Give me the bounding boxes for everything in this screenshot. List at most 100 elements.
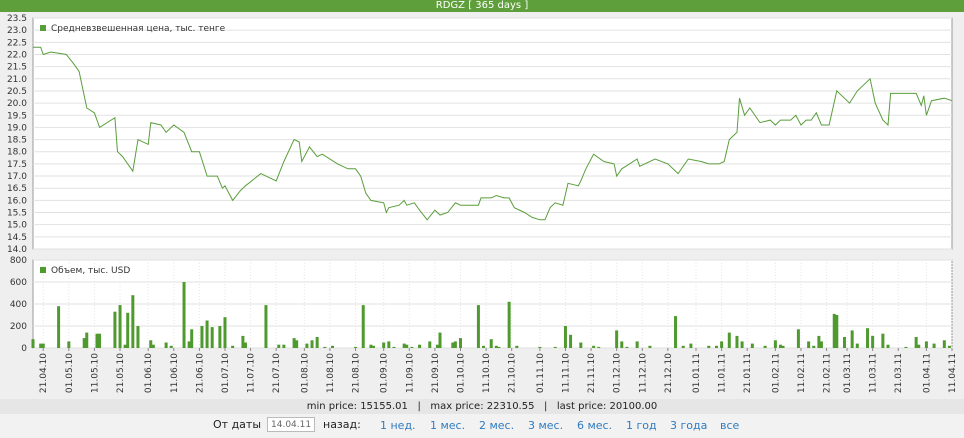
- volume-bar: [924, 341, 928, 348]
- y-tick-label: 14.0: [7, 245, 27, 255]
- x-tick-label: 21.08.10: [352, 353, 362, 393]
- x-tick-label: 01.08.10: [300, 353, 310, 393]
- period-link[interactable]: 1 мес.: [430, 419, 466, 432]
- x-tick-label: 11.02.11: [797, 353, 807, 393]
- volume-bar: [292, 338, 296, 348]
- volume-bar: [553, 346, 557, 348]
- volume-bar: [182, 282, 186, 348]
- price-line: [33, 46, 953, 221]
- volume-bar: [796, 329, 800, 348]
- volume-bar: [832, 313, 836, 348]
- volume-bar: [371, 345, 375, 348]
- volume-bar: [210, 327, 214, 348]
- legend-label: Средневзвешенная цена, тыс. тенге: [51, 24, 226, 34]
- volume-bar: [773, 340, 777, 348]
- volume-bar: [735, 335, 739, 348]
- y-tick-label: 22.5: [7, 38, 27, 48]
- volume-bar: [241, 335, 245, 348]
- volume-bar: [382, 342, 386, 348]
- volume-bar: [435, 344, 439, 348]
- volume-bar: [67, 341, 71, 348]
- volume-bar: [615, 330, 619, 348]
- x-tick-label: 11.09.10: [405, 353, 415, 393]
- y-tick-label: 800: [10, 256, 27, 266]
- volume-bar: [131, 295, 135, 348]
- legend-swatch: [40, 25, 46, 31]
- volume-bar: [763, 345, 767, 348]
- y-tick-label: 19.5: [7, 111, 27, 121]
- x-tick-label: 11.12.10: [638, 353, 648, 393]
- volume-bar: [223, 317, 227, 348]
- y-tick-label: 15.0: [7, 221, 27, 231]
- volume-bar: [277, 344, 281, 348]
- x-tick-label: 21.12.10: [664, 353, 674, 393]
- volume-bar: [402, 343, 406, 348]
- x-tick-label: 01.03.11: [843, 353, 853, 393]
- y-tick-label: 16.0: [7, 196, 27, 206]
- volume-bar: [410, 346, 414, 348]
- volume-bar: [707, 345, 711, 348]
- period-link[interactable]: 3 мес.: [528, 419, 564, 432]
- volume-bar: [354, 346, 358, 348]
- volume-bar: [205, 320, 209, 348]
- x-tick-label: 21.07.10: [272, 353, 282, 393]
- volume-bar: [41, 343, 45, 348]
- x-tick-label: 11.05.10: [90, 353, 100, 393]
- volume-bar: [579, 342, 583, 348]
- period-link[interactable]: 6 мес.: [577, 419, 613, 432]
- y-tick-label: 19.0: [7, 123, 27, 133]
- volume-bar: [482, 345, 486, 348]
- x-tick-label: 21.11.10: [587, 353, 597, 393]
- period-link[interactable]: 1 год: [626, 419, 657, 432]
- volume-bar: [871, 335, 875, 348]
- plot-area: [32, 17, 953, 250]
- volume-bar: [648, 345, 652, 348]
- volume-bar: [681, 345, 685, 348]
- volume-bar: [538, 346, 542, 348]
- volume-bar: [136, 326, 140, 348]
- volume-bar: [625, 346, 629, 348]
- volume-bar: [95, 333, 99, 348]
- volume-bar: [169, 345, 173, 348]
- y-tick-label: 15.5: [7, 209, 27, 219]
- volume-bar: [392, 346, 396, 348]
- period-link[interactable]: 1 нед.: [380, 419, 416, 432]
- volume-bar: [85, 332, 89, 348]
- volume-bar: [563, 326, 567, 348]
- volume-bar: [942, 340, 946, 348]
- y-tick-label: 21.0: [7, 75, 27, 85]
- volume-bar: [39, 343, 43, 348]
- volume-bar: [418, 344, 422, 348]
- charts: 14.0 14.5 15.0 15.5 16.0 16.5 17.0 17.5 18.0 18.5…: [7, 14, 958, 393]
- period-link[interactable]: все: [720, 419, 740, 432]
- x-tick-label: 21.04.10: [39, 353, 49, 393]
- x-tick-label: 01.07.10: [221, 353, 231, 393]
- volume-bar: [886, 344, 890, 348]
- y-tick-label: 14.5: [7, 233, 27, 243]
- volume-bar: [405, 344, 409, 348]
- volume-bar: [187, 341, 191, 348]
- period-link[interactable]: 2 мес.: [479, 419, 515, 432]
- volume-bar: [914, 337, 918, 348]
- volume-bar: [592, 345, 596, 348]
- x-tick-label: 21.02.11: [823, 353, 833, 393]
- x-tick-label: 01.06.10: [144, 353, 154, 393]
- volume-bar: [315, 337, 319, 348]
- x-tick-label: 01.05.10: [65, 353, 75, 393]
- volume-bar: [243, 342, 247, 348]
- date-input[interactable]: 14.04.11: [267, 417, 315, 432]
- x-tick-label: 21.10.10: [508, 353, 518, 393]
- volume-bar: [812, 345, 816, 348]
- chart-header: RDGZ [ 365 days ]: [0, 0, 964, 12]
- x-tick-label: 21.09.10: [431, 353, 441, 393]
- volume-bar: [264, 305, 268, 348]
- volume-bar: [507, 301, 511, 348]
- y-tick-label: 400: [10, 300, 27, 310]
- back-label: назад:: [323, 418, 361, 431]
- y-tick-label: 18.0: [7, 148, 27, 158]
- x-tick-label: 11.03.11: [869, 353, 879, 393]
- period-link[interactable]: 3 года: [670, 419, 708, 432]
- volume-bar: [740, 341, 744, 348]
- y-tick-label: 18.5: [7, 136, 27, 146]
- volume-bar: [476, 305, 480, 348]
